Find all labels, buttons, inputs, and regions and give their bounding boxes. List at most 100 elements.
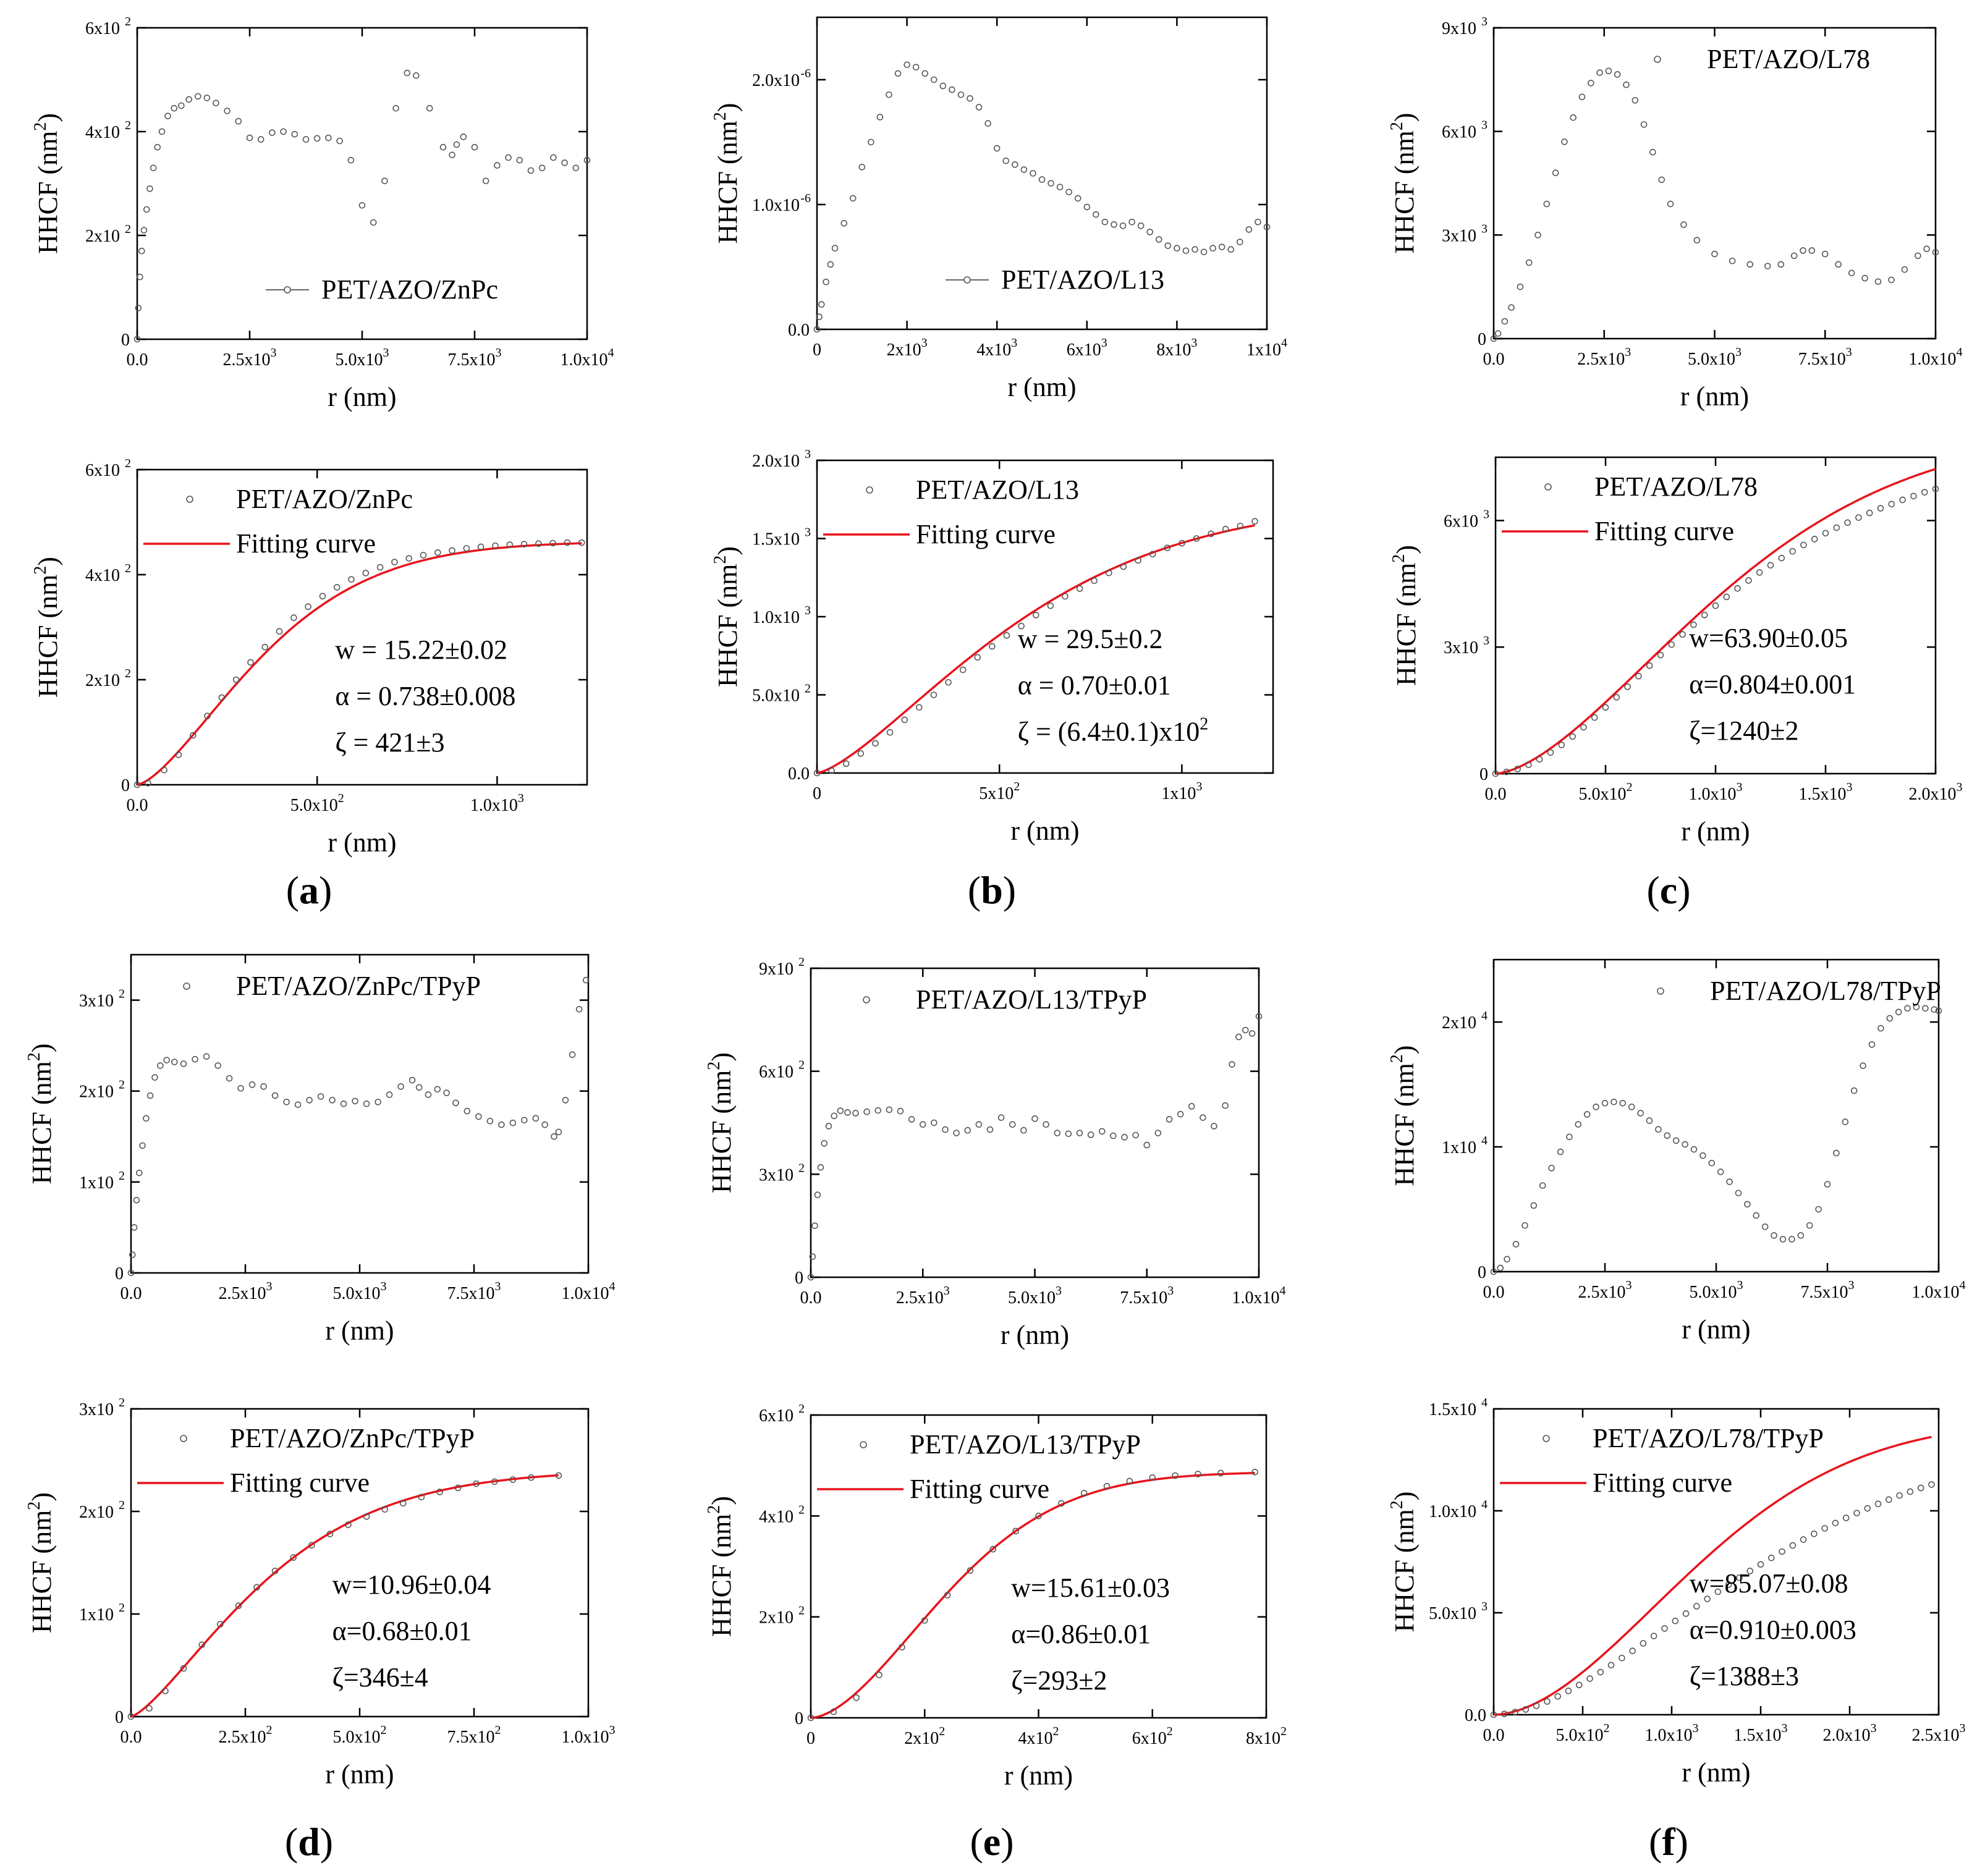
data-point [506, 541, 514, 548]
fit-parameter-value: w = 29.5±0.2 [1018, 624, 1163, 654]
y-tick-exponent: 2 [125, 457, 131, 470]
data-point [1504, 1256, 1510, 1263]
y-tick-exponent: 2 [119, 1396, 125, 1409]
y-tick-mantissa: 0 [115, 1264, 124, 1283]
y-tick-exponent: 2 [798, 1503, 805, 1516]
y-tick-label: 3x10 [79, 992, 114, 1011]
y-tick-exponent: 2 [119, 987, 125, 1001]
data-point [133, 781, 141, 788]
data-point [1035, 1513, 1042, 1519]
data-point [874, 1107, 882, 1114]
data-point [1103, 1482, 1111, 1490]
data-point [1624, 683, 1631, 690]
x-tick-label: 2.0x103 [1823, 1722, 1877, 1745]
data-point [1566, 1133, 1573, 1141]
x-tick-mantissa: 1x10 [1246, 340, 1281, 360]
x-tick-exponent: 2 [338, 792, 344, 805]
data-series [813, 61, 1271, 333]
fit-parameters: w=10.96±0.04 α=0.68±0.01 ζ=346±4 [332, 1570, 491, 1692]
x-tick-exponent: 3 [266, 1280, 273, 1293]
data-point [1143, 1141, 1151, 1149]
data-point [1547, 749, 1554, 756]
fit-parameter-text: w=63.90±0.05 [1689, 623, 1848, 653]
y-tick-label: 6x10 [1444, 512, 1478, 531]
x-axis: 0.0 5.0x102 1.0x103 [127, 470, 524, 815]
data-point [1065, 1130, 1072, 1138]
legend-label: PET/AZO/L78 [1594, 471, 1758, 502]
data-point [1923, 245, 1930, 252]
y-tick-mantissa: 3x10 [1442, 226, 1476, 245]
data-point [1811, 1530, 1818, 1537]
data-point [535, 540, 542, 547]
data-point [1800, 1536, 1807, 1543]
data-point [420, 552, 427, 559]
y-axis-label-sup: 2 [1387, 1054, 1407, 1063]
x-tick-mantissa: 5.0x10 [336, 350, 383, 370]
y-axis: 0 1x10 2 2x10 2 3x10 2 [79, 987, 588, 1283]
data-point [858, 164, 866, 171]
x-tick-label: 5.0x103 [1008, 1284, 1062, 1308]
x-axis: 0 2x102 4x102 6x102 8x102 [806, 1415, 1287, 1748]
x-tick-exponent: 3 [1737, 780, 1743, 794]
panel-label: (d) [285, 1820, 333, 1864]
panel-label-paren: ) [319, 868, 332, 912]
y-tick-exponent: 4 [1481, 1396, 1488, 1409]
data-point [931, 1119, 937, 1126]
x-tick-exponent: 3 [1011, 336, 1017, 350]
y-tick-label: 2x10 [85, 671, 120, 690]
data-point [1525, 259, 1533, 266]
data-point [1111, 221, 1117, 228]
data-point [1146, 229, 1154, 235]
legend-label: PET/AZO/L13 [916, 475, 1079, 505]
data-point [1047, 602, 1054, 609]
x-axis-label: r (nm) [328, 827, 396, 858]
data-point [912, 64, 920, 71]
data-point [1074, 195, 1081, 202]
data-point [1682, 1141, 1688, 1148]
y-axis-label-text: HHCF (nm [713, 564, 743, 687]
x-tick-exponent: 3 [1693, 1722, 1699, 1735]
data-point [1931, 1006, 1938, 1013]
data-point [151, 1074, 158, 1081]
x-tick-exponent: 2 [495, 1723, 501, 1737]
legend-label: PET/AZO/L78 [1707, 44, 1870, 74]
data-point [1797, 1232, 1805, 1239]
data-point [203, 95, 211, 101]
data-point [945, 678, 952, 686]
y-axis-label-text: HHCF (nm [33, 131, 63, 254]
data-point [916, 704, 923, 711]
data-point [1886, 1496, 1892, 1503]
y-tick-exponent: 2 [119, 1169, 125, 1183]
y-axis: 0 1x10 4 2x10 4 [1442, 1009, 1939, 1282]
x-tick-mantissa: 5.0x10 [1556, 1726, 1604, 1745]
data-point [198, 1641, 206, 1649]
data-point [280, 128, 287, 135]
data-point [157, 1062, 164, 1069]
y-axis: 0.0 5.0x10 2 1.0x10 3 1.5x10 3 2.0x10 3 [752, 447, 1273, 784]
x-tick-label: 1.0x103 [1689, 780, 1743, 804]
data-point [397, 1083, 404, 1090]
y-tick-mantissa: 0.0 [1465, 1706, 1486, 1725]
data-point [986, 1126, 994, 1133]
data-point [345, 1521, 352, 1528]
data-point [178, 102, 185, 109]
legend-marker [963, 276, 971, 284]
data-point [154, 143, 161, 151]
x-tick-exponent: 3 [1191, 336, 1197, 350]
x-axis: 0.0 2.5x102 5.0x102 7.5x102 1.0x103 [121, 1409, 616, 1747]
x-tick-mantissa: 5.0x10 [333, 1728, 381, 1747]
x-tick-exponent: 3 [609, 1723, 616, 1737]
fit-curve [810, 1472, 1255, 1719]
y-tick-mantissa: 3x10 [759, 1165, 794, 1185]
panel-label-paren: ( [968, 868, 981, 912]
data-point [857, 750, 865, 757]
data-point [189, 732, 197, 739]
x-tick-mantissa: 1x10 [1161, 784, 1196, 803]
data-point [561, 159, 568, 166]
data-point [967, 1567, 974, 1574]
fit-parameter-text: ζ=293±2 [1011, 1665, 1107, 1696]
y-axis-label-close: ) [713, 546, 743, 556]
fit-parameter-value: ζ = (6.4±0.1)x10 [1018, 717, 1200, 747]
data-point [1132, 1131, 1139, 1139]
data-point [253, 1584, 260, 1591]
